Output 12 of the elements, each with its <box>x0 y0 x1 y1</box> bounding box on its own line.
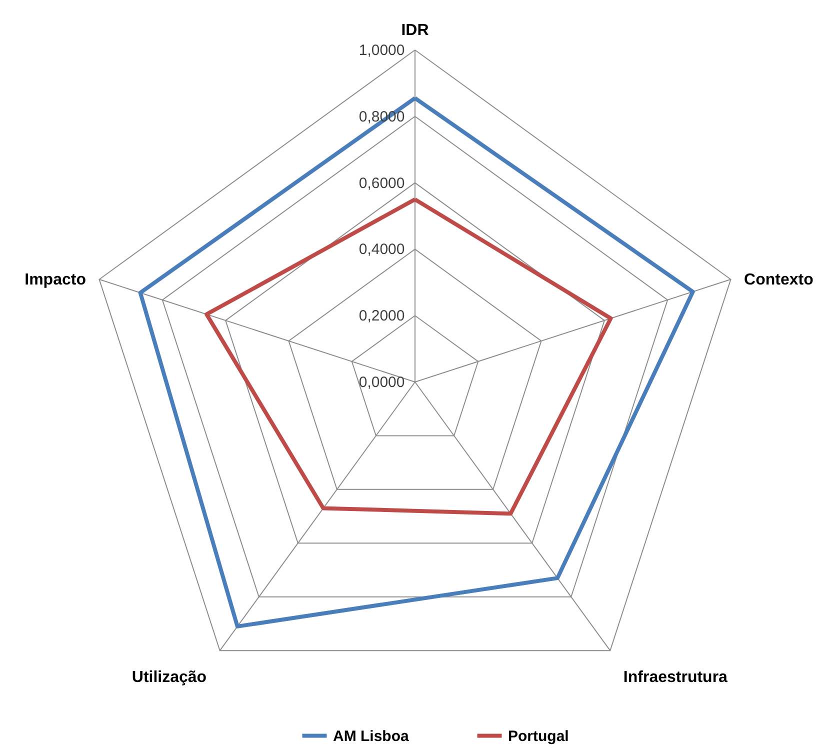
spoke-label: Contexto <box>744 271 814 288</box>
legend-label: Portugal <box>508 728 569 745</box>
y-tick-label: 0,0000 <box>358 374 405 391</box>
y-tick-label: 0,4000 <box>358 241 405 258</box>
legend-label: AM Lisboa <box>333 728 410 745</box>
y-tick-label: 0,6000 <box>358 174 405 192</box>
spoke-label: Infraestrutura <box>623 669 728 686</box>
y-tick-label: 1,0000 <box>358 42 405 59</box>
spoke-label: Utilização <box>132 669 207 686</box>
spoke-label: Impacto <box>24 271 86 288</box>
y-tick-label: 0,2000 <box>358 308 405 325</box>
spoke-label: IDR <box>401 22 430 40</box>
